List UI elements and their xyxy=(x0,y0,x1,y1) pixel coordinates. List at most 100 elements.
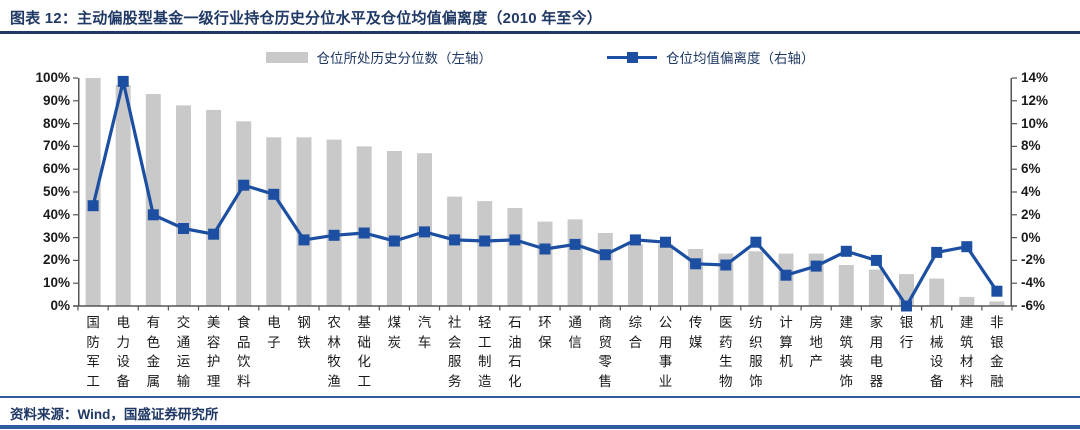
deviation-marker xyxy=(449,234,461,246)
right-axis-tick-label: 8% xyxy=(1021,138,1041,154)
x-axis-label: 商贸零售 xyxy=(598,315,613,389)
x-axis-label: 电力设备 xyxy=(116,315,130,389)
x-axis-label: 国防军工 xyxy=(86,315,100,389)
x-axis-label: 传媒 xyxy=(688,315,703,350)
plot-area xyxy=(73,75,1017,312)
left-axis-tick-label: 10% xyxy=(42,275,70,291)
legend-item-line: 仓位均值偏离度（右轴） xyxy=(607,47,815,67)
x-axis-label: 社会服务 xyxy=(447,315,462,389)
left-axis-tick-label: 60% xyxy=(42,161,70,177)
percentile-bar xyxy=(326,139,342,306)
source-note: 资料来源：Wind，国盛证券研究所 xyxy=(10,407,219,422)
x-axis-label: 房地产 xyxy=(809,315,823,369)
deviation-marker xyxy=(208,228,220,240)
deviation-marker xyxy=(87,200,99,212)
deviation-marker xyxy=(931,246,943,258)
deviation-marker xyxy=(961,241,973,253)
percentile-bar xyxy=(236,121,252,306)
x-axis-label: 食品饮料 xyxy=(236,315,251,389)
x-axis-label: 医药生物 xyxy=(719,315,733,389)
legend-bar-label: 仓位所处历史分位数（左轴） xyxy=(316,51,493,66)
x-axis-label: 石油石化 xyxy=(508,315,522,389)
deviation-marker xyxy=(479,235,491,247)
right-axis-tick-label: 6% xyxy=(1021,161,1041,177)
right-axis-tick-label: 2% xyxy=(1021,206,1041,222)
percentile-bar xyxy=(929,278,945,306)
deviation-marker xyxy=(810,260,822,272)
percentile-bar xyxy=(266,137,282,306)
x-axis-label: 银行 xyxy=(899,315,914,350)
percentile-bar xyxy=(627,244,643,306)
left-axis-tick-label: 20% xyxy=(42,252,70,268)
chart-legend: 仓位所处历史分位数（左轴） 仓位均值偏离度（右轴） xyxy=(0,47,1080,67)
bar-swatch-icon xyxy=(265,51,308,63)
source-divider xyxy=(0,396,1080,398)
x-axis-label: 通信 xyxy=(568,315,582,350)
percentile-bar xyxy=(567,219,583,306)
x-axis-label: 农林牧渔 xyxy=(327,315,341,389)
deviation-marker xyxy=(238,179,250,191)
x-axis-label: 环保 xyxy=(538,315,552,350)
deviation-marker xyxy=(629,234,641,246)
x-axis-label: 计算机 xyxy=(779,315,793,369)
percentile-bar xyxy=(447,196,463,306)
deviation-marker xyxy=(117,75,129,87)
deviation-marker xyxy=(599,249,611,261)
deviation-marker xyxy=(268,188,280,200)
x-axis-label: 纺织服饰 xyxy=(749,315,763,389)
x-axis-label: 电子 xyxy=(267,315,281,350)
percentile-bar xyxy=(688,249,704,306)
x-axis-label: 轻工制造 xyxy=(477,315,492,389)
percentile-bar xyxy=(748,251,764,306)
right-axis-tick-label: 0% xyxy=(1021,229,1041,245)
x-axis-label: 钢铁 xyxy=(297,315,311,350)
percentile-bar xyxy=(838,265,854,306)
legend-line-label: 仓位均值偏离度（右轴） xyxy=(666,51,815,66)
left-axis-tick-label: 40% xyxy=(42,206,70,222)
right-axis-tick-label: -2% xyxy=(1021,252,1046,268)
x-axis-label: 非银金融 xyxy=(990,315,1004,389)
deviation-marker xyxy=(298,234,310,246)
chart-title: 图表 12：主动偏股型基金一级行业持仓历史分位水平及仓位均值偏离度（2010 年… xyxy=(10,10,602,27)
x-axis-label: 煤炭 xyxy=(387,315,402,350)
x-axis-label: 基础化工 xyxy=(357,315,371,389)
title-divider xyxy=(0,31,1080,34)
percentile-bar xyxy=(477,201,493,306)
left-axis-tick-label: 0% xyxy=(50,298,70,313)
x-axis-label: 建筑材料 xyxy=(960,315,974,389)
left-axis-tick-label: 100% xyxy=(35,70,70,85)
percentile-bar xyxy=(386,151,402,306)
right-axis-tick-label: 14% xyxy=(1021,70,1049,85)
percentile-bar xyxy=(959,296,975,306)
deviation-marker xyxy=(147,209,159,221)
percentile-bar xyxy=(206,109,222,307)
x-axis-label: 汽车 xyxy=(417,315,432,350)
deviation-marker xyxy=(840,245,852,257)
x-axis-label: 机械设备 xyxy=(929,315,944,389)
deviation-marker xyxy=(509,234,521,246)
left-axis-tick-label: 80% xyxy=(42,115,70,131)
x-axis-label: 交通运输 xyxy=(176,315,191,389)
deviation-marker xyxy=(388,235,400,247)
percentile-bar xyxy=(356,146,372,306)
deviation-marker xyxy=(660,236,671,248)
right-axis-tick-label: -4% xyxy=(1021,275,1046,291)
percentile-bar xyxy=(176,105,191,307)
right-axis-tick-label: 12% xyxy=(1021,92,1049,108)
percentile-bar xyxy=(145,94,161,306)
x-axis-label: 综合 xyxy=(628,315,643,350)
deviation-marker xyxy=(690,258,702,270)
percentile-bar xyxy=(85,78,101,306)
x-axis-label: 建筑装饰 xyxy=(839,315,854,389)
deviation-marker xyxy=(750,236,762,248)
left-axis-tick-label: 70% xyxy=(42,138,70,154)
percentile-bar xyxy=(537,221,553,306)
deviation-marker xyxy=(720,259,732,271)
x-axis-label: 公用事业 xyxy=(658,315,673,389)
percentile-bar xyxy=(989,301,1005,306)
percentile-bar xyxy=(597,233,613,306)
right-axis-tick-label: 10% xyxy=(1021,115,1049,131)
left-axis-tick-label: 50% xyxy=(42,184,70,199)
deviation-marker xyxy=(328,229,340,241)
